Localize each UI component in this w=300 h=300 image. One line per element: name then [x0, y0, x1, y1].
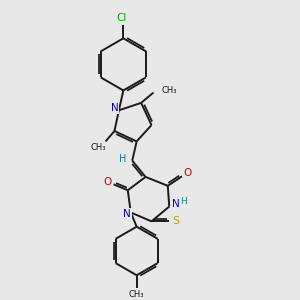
Text: Cl: Cl: [117, 14, 127, 23]
Text: O: O: [103, 177, 111, 187]
Text: CH₃: CH₃: [90, 143, 106, 152]
Text: H: H: [180, 197, 187, 206]
Text: N: N: [111, 103, 118, 113]
Text: N: N: [172, 199, 180, 209]
Text: CH₃: CH₃: [162, 85, 177, 94]
Text: CH₃: CH₃: [129, 290, 144, 299]
Text: H: H: [119, 154, 126, 164]
Text: S: S: [172, 216, 179, 226]
Text: N: N: [123, 209, 131, 219]
Text: O: O: [184, 168, 192, 178]
